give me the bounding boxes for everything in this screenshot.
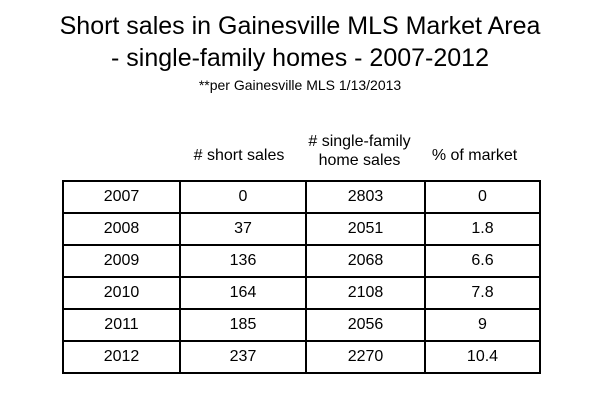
pct-market-cell: 9: [424, 308, 541, 342]
header-pct-market: % of market: [431, 147, 518, 164]
pct-market-cell: 0: [424, 180, 541, 214]
pct-market-cell: 6.6: [424, 244, 541, 278]
year-cell: 2008: [62, 212, 181, 246]
year-cell: 2009: [62, 244, 181, 278]
table-row: 2007 0 2803 0: [62, 180, 541, 214]
year-cell: 2010: [62, 276, 181, 310]
home-sales-cell: 2051: [305, 212, 426, 246]
short-sales-cell: 37: [179, 212, 307, 246]
page-title-line2: - single-family homes - 2007-2012: [111, 44, 489, 72]
home-sales-cell: 2270: [305, 340, 426, 374]
pct-market-cell: 1.8: [424, 212, 541, 246]
pct-market-cell: 10.4: [424, 340, 541, 374]
home-sales-cell: 2056: [305, 308, 426, 342]
short-sales-cell: 136: [179, 244, 307, 278]
header-home-sales: # single-family home sales: [301, 132, 418, 170]
table-row: 2009 136 2068 6.6: [62, 244, 541, 278]
year-cell: 2007: [62, 180, 181, 214]
short-sales-table: 2007 0 2803 0 2008 37 2051 1.8 2009 136 …: [62, 180, 541, 374]
home-sales-cell: 2068: [305, 244, 426, 278]
table-row: 2011 185 2056 9: [62, 308, 541, 342]
short-sales-cell: 185: [179, 308, 307, 342]
table-row: 2010 164 2108 7.8: [62, 276, 541, 310]
short-sales-cell: 164: [179, 276, 307, 310]
year-cell: 2012: [62, 340, 181, 374]
short-sales-cell: 237: [179, 340, 307, 374]
header-short-sales: # short sales: [193, 147, 285, 164]
page-title: Short sales in Gainesville MLS Market Ar…: [59, 12, 541, 40]
short-sales-cell: 0: [179, 180, 307, 214]
header-home-sales-line2: home sales: [318, 152, 401, 169]
table-row: 2008 37 2051 1.8: [62, 212, 541, 246]
home-sales-cell: 2108: [305, 276, 426, 310]
source-note: **per Gainesville MLS 1/13/2013: [198, 77, 402, 93]
table-row: 2012 237 2270 10.4: [62, 340, 541, 374]
pct-market-cell: 7.8: [424, 276, 541, 310]
home-sales-cell: 2803: [305, 180, 426, 214]
header-home-sales-line1: # single-family: [308, 133, 411, 150]
year-cell: 2011: [62, 308, 181, 342]
